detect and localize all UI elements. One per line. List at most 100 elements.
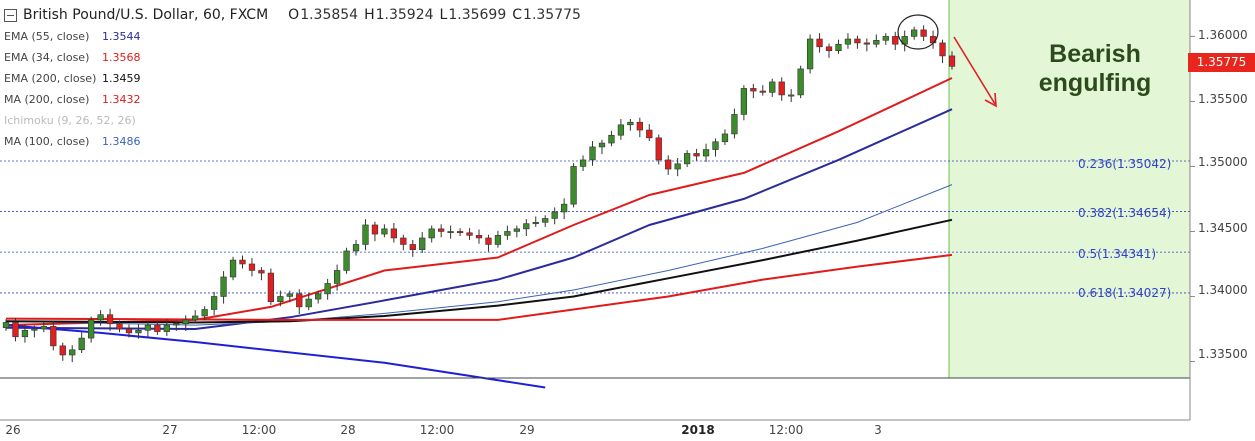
indicator-ema55[interactable]: EMA (55, close) 1.3544: [4, 26, 581, 47]
candle-body: [863, 42, 870, 45]
indicator-ma200[interactable]: MA (200, close) 1.3432: [4, 89, 581, 110]
candle-body: [78, 337, 85, 351]
candle-body: [2, 322, 10, 328]
candle-body: [655, 137, 662, 161]
indicator-name: MA (100, close): [4, 135, 90, 148]
candle-body: [627, 121, 634, 126]
candle-body: [50, 326, 57, 347]
indicator-ema34[interactable]: EMA (34, close) 1.3568: [4, 47, 581, 68]
candle-body: [381, 228, 388, 235]
open-value: 1.35854: [300, 7, 359, 23]
indicator-name: Ichimoku (9, 26, 52, 26): [4, 114, 136, 127]
x-tick-label: 2018: [681, 423, 715, 437]
indicator-line: [5, 218, 953, 324]
candle-body: [844, 38, 852, 45]
open-label: O: [288, 7, 300, 23]
candle-body: [409, 244, 416, 250]
low-value: 1.35699: [448, 7, 507, 23]
candle-body: [806, 38, 814, 70]
candlesticks: [2, 25, 956, 363]
candle-body: [769, 81, 776, 93]
indicator-value: 1.3459: [102, 72, 141, 85]
candle-body: [750, 88, 757, 92]
candle-body: [778, 81, 785, 96]
candle-body: [144, 324, 152, 331]
y-tick-label: 1.34000: [1198, 283, 1248, 297]
engulfing-circle: [897, 14, 939, 50]
candle-body: [920, 29, 927, 37]
candle-body: [21, 329, 29, 338]
candle-body: [816, 38, 823, 48]
candle-body: [646, 129, 653, 139]
annotation-line1: Bearish: [1049, 40, 1141, 68]
x-tick-label: 12:00: [241, 423, 277, 437]
candle-body: [59, 345, 66, 356]
collapse-icon[interactable]: [4, 8, 17, 22]
indicator-ma100[interactable]: MA (100, close) 1.3486: [4, 131, 581, 152]
candle-body: [561, 203, 568, 213]
candle-body: [721, 133, 729, 143]
candle-body: [608, 134, 615, 144]
candle-body: [173, 323, 180, 326]
candle-body: [854, 38, 861, 44]
indicator-name: EMA (55, close): [4, 30, 90, 43]
candle-body: [116, 323, 123, 330]
candle-body: [220, 276, 227, 297]
candle-body: [12, 322, 19, 338]
y-tick-label: 1.35000: [1198, 155, 1248, 169]
candle-body: [40, 326, 47, 330]
low-label: L: [439, 7, 448, 23]
candle-body: [163, 324, 170, 332]
candle-body: [551, 211, 558, 219]
candle-body: [88, 319, 95, 339]
indicator-name: EMA (200, close): [4, 72, 97, 85]
candle-body: [390, 228, 397, 239]
high-value: 1.35924: [375, 7, 434, 23]
indicator-value: 1.3486: [102, 135, 141, 148]
candle-body: [438, 228, 445, 232]
chart-legend: British Pound/U.S. Dollar, 60, FXCM O 1.3…: [4, 4, 581, 152]
candle-body: [229, 259, 237, 278]
candle-body: [494, 235, 502, 245]
indicator-ema200[interactable]: EMA (200, close) 1.3459: [4, 68, 581, 89]
indicator-value: 1.3544: [102, 30, 141, 43]
candle-body: [456, 231, 464, 234]
candle-body: [277, 296, 284, 302]
candle-body: [873, 40, 880, 45]
candle-body: [324, 283, 331, 295]
x-tick-label: 29: [519, 423, 535, 437]
candle-body: [683, 153, 691, 165]
candle-body: [570, 166, 577, 205]
candle-body: [296, 293, 303, 308]
candle-body: [428, 228, 435, 239]
y-axis-ticks: [1190, 35, 1195, 362]
candle-body: [192, 315, 199, 321]
candle-body: [97, 314, 104, 321]
candle-body: [182, 319, 189, 325]
indicator-line: [5, 324, 546, 389]
y-tick-label: 1.33500: [1198, 347, 1248, 361]
x-tick-label: 12:00: [419, 423, 455, 437]
x-tick-label: 26: [5, 423, 21, 437]
candle-body: [106, 314, 114, 325]
candle-body: [267, 272, 275, 302]
y-tick-label: 1.34500: [1198, 221, 1248, 235]
candle-body: [513, 228, 520, 232]
candle-body: [352, 244, 360, 252]
candle-body: [939, 42, 946, 57]
candle-body: [702, 149, 710, 157]
candle-body: [239, 259, 246, 265]
candle-body: [286, 293, 293, 297]
bearish-arrow-icon: [953, 36, 997, 108]
indicator-ichimoku[interactable]: Ichimoku (9, 26, 52, 26): [4, 110, 581, 131]
candle-body: [210, 296, 218, 310]
fib-label-05: 0.5(1.34341): [1078, 247, 1157, 261]
candle-body: [948, 55, 956, 67]
candle-body: [333, 270, 341, 284]
candle-body: [731, 114, 738, 135]
indicator-lines: [5, 77, 953, 389]
candle-body: [258, 270, 265, 274]
candle-body: [882, 36, 889, 41]
candle-body: [362, 224, 369, 245]
